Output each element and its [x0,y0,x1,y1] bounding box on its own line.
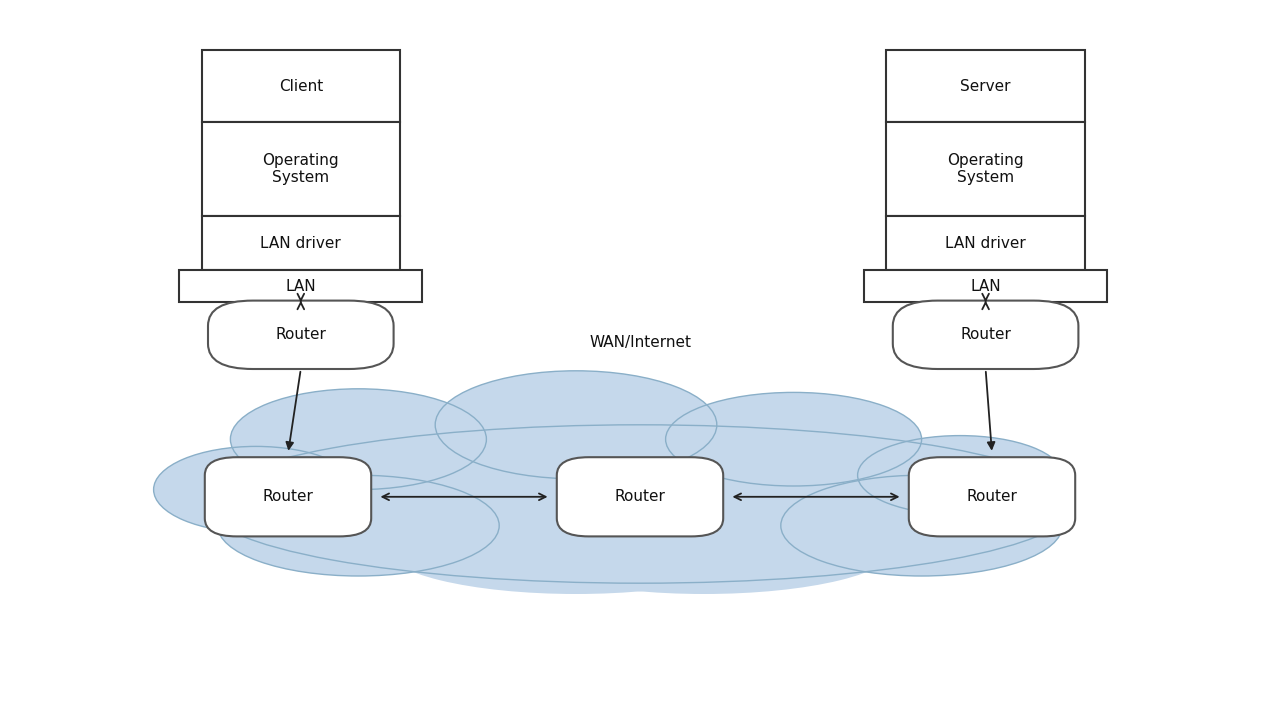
Ellipse shape [512,500,896,594]
Bar [201,216,399,270]
Text: LAN: LAN [285,279,316,294]
Ellipse shape [154,446,358,533]
Bar [201,122,399,216]
Bar [886,122,1085,216]
Bar [201,50,399,122]
Text: Router: Router [966,490,1018,504]
Ellipse shape [205,425,1075,583]
Ellipse shape [435,371,717,479]
Bar [886,50,1085,122]
Bar [864,270,1107,302]
Text: Server: Server [960,79,1011,94]
Ellipse shape [218,475,499,576]
FancyBboxPatch shape [909,457,1075,536]
FancyBboxPatch shape [207,301,394,369]
Text: Operating
System: Operating System [947,153,1024,186]
Text: WAN/Internet: WAN/Internet [589,335,691,349]
Text: Router: Router [614,490,666,504]
Text: LAN driver: LAN driver [945,235,1027,251]
Text: Router: Router [262,490,314,504]
Text: Router: Router [960,328,1011,342]
Bar [886,216,1085,270]
Ellipse shape [666,392,922,486]
FancyBboxPatch shape [205,457,371,536]
Text: Client: Client [279,79,323,94]
Ellipse shape [858,436,1062,515]
Ellipse shape [384,500,768,594]
Ellipse shape [230,389,486,490]
Text: Operating
System: Operating System [262,153,339,186]
Text: LAN: LAN [970,279,1001,294]
FancyBboxPatch shape [557,457,723,536]
Bar [179,270,422,302]
Text: Router: Router [275,328,326,342]
Text: LAN driver: LAN driver [260,235,342,251]
Ellipse shape [781,475,1062,576]
FancyBboxPatch shape [893,301,1079,369]
